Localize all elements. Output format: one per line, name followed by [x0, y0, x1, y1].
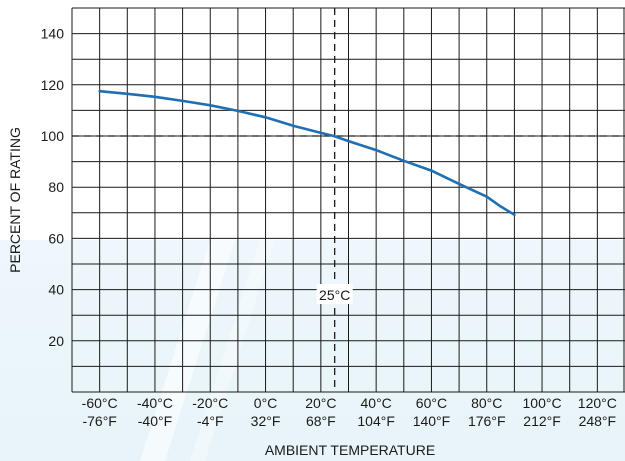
x-tick-label-celsius: -20°C	[192, 395, 228, 411]
x-tick-label-celsius: 100°C	[523, 395, 562, 411]
x-axis-tick-labels: -60°C -76°F -40°C -40°F -20°C -4°F 0°C 32°F 20°C…	[82, 395, 617, 429]
y-tick-label: 140	[41, 26, 65, 42]
x-tick-label-fahrenheit: -76°F	[82, 413, 116, 429]
chart-series	[98, 89, 516, 217]
x-tick-label-celsius: 60°C	[416, 395, 447, 411]
x-tick-label-celsius: 0°C	[254, 395, 278, 411]
x-tick-label-fahrenheit: 248°F	[579, 413, 617, 429]
x-tick-label-celsius: -60°C	[82, 395, 118, 411]
y-tick-label: 80	[48, 179, 64, 195]
x-tick-label-fahrenheit: 32°F	[251, 413, 281, 429]
y-axis-title: PERCENT OF RATING	[7, 127, 23, 273]
x-tick-label-fahrenheit: -4°F	[197, 413, 224, 429]
y-axis-tick-labels: 20 40 60 80 100 120 140	[41, 26, 65, 349]
y-tick-label: 100	[41, 128, 65, 144]
y-tick-label: 20	[48, 333, 64, 349]
reference-line-label: 25°C	[319, 287, 350, 303]
y-tick-label: 60	[48, 230, 64, 246]
x-tick-label-fahrenheit: 176°F	[468, 413, 506, 429]
derating-curve	[98, 89, 516, 217]
x-axis-title: AMBIENT TEMPERATURE	[265, 442, 435, 458]
y-tick-label: 40	[48, 282, 64, 298]
x-tick-label-celsius: 20°C	[305, 395, 336, 411]
x-tick-label-celsius: 80°C	[471, 395, 502, 411]
x-tick-label-fahrenheit: -40°F	[138, 413, 172, 429]
x-tick-label-celsius: 40°C	[361, 395, 392, 411]
reference-lines	[72, 8, 625, 392]
x-tick-label-celsius: -40°C	[137, 395, 173, 411]
reference-label-background	[316, 284, 353, 304]
x-tick-label-celsius: 120°C	[578, 395, 617, 411]
x-tick-label-fahrenheit: 68°F	[306, 413, 336, 429]
x-tick-label-fahrenheit: 104°F	[357, 413, 395, 429]
background-band	[0, 240, 625, 461]
chart-grid	[71, 7, 625, 393]
x-tick-label-fahrenheit: 212°F	[523, 413, 561, 429]
y-tick-label: 120	[41, 77, 65, 93]
x-tick-label-fahrenheit: 140°F	[413, 413, 451, 429]
